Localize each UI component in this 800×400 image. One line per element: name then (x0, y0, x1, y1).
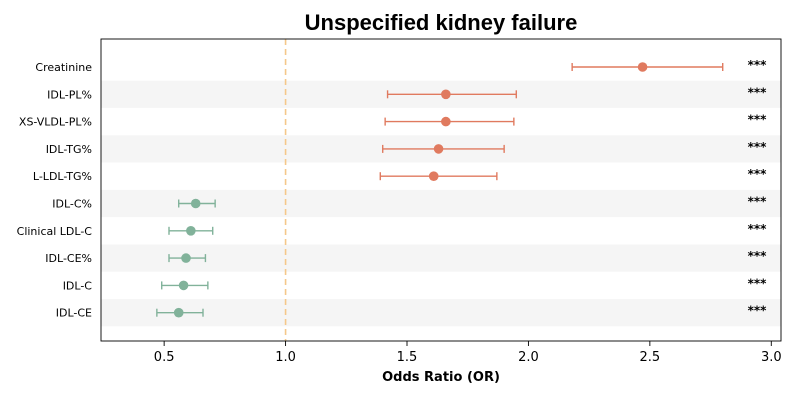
forest-row: IDL-CE% *** (45, 249, 767, 265)
row-label: XS-VLDL-PL% (19, 116, 92, 129)
rows-layer: Creatinine ***IDL-PL% ***XS-VLDL-PL% ***IDL… (17, 58, 767, 320)
odds-ratio-point (181, 253, 191, 263)
odds-ratio-point (428, 171, 439, 181)
forest-row: IDL-C% *** (52, 195, 767, 211)
forest-row: IDL-C *** (63, 276, 767, 292)
odds-ratio-point (178, 280, 189, 291)
row-label: IDL-CE% (45, 252, 92, 265)
x-axis: 0.5 1.0 1.5 2.0 2.5 3.0 (154, 341, 782, 365)
x-tick-label: 1.0 (275, 350, 296, 365)
forest-row: XS-VLDL-PL% *** (19, 113, 767, 129)
odds-ratio-point (637, 62, 648, 72)
odds-ratio-point (433, 144, 444, 154)
odds-ratio-point (173, 307, 184, 318)
significance-label: *** (748, 222, 768, 236)
odds-ratio-point (441, 89, 451, 100)
row-label: Clinical LDL-C (17, 225, 93, 238)
x-tick-label: 3.0 (761, 350, 782, 365)
odds-ratio-point (186, 226, 196, 236)
x-tick-label: 0.5 (154, 350, 175, 365)
significance-label: *** (748, 58, 768, 72)
row-label: IDL-TG% (46, 143, 92, 156)
forest-row: Creatinine *** (35, 58, 767, 74)
significance-label: *** (748, 140, 768, 154)
x-tick-label: 2.5 (640, 350, 661, 365)
forest-row: IDL-PL% *** (47, 85, 767, 101)
significance-label: *** (748, 113, 768, 127)
forest-row: IDL-TG% *** (46, 140, 767, 156)
row-shade-band (101, 299, 781, 327)
significance-label: *** (748, 85, 768, 99)
row-label: IDL-PL% (47, 88, 92, 101)
row-shade-band (101, 244, 781, 272)
row-label: Creatinine (35, 61, 92, 74)
forest-row: Clinical LDL-C *** (17, 222, 767, 238)
x-axis-label: Odds Ratio (OR) (382, 370, 500, 385)
row-label: IDL-CE (56, 307, 92, 320)
row-label: IDL-C (63, 279, 93, 292)
significance-label: *** (748, 249, 768, 263)
significance-label: *** (748, 195, 768, 209)
odds-ratio-point (441, 116, 451, 127)
odds-ratio-point (190, 198, 201, 209)
plot-frame (100, 38, 782, 342)
significance-label: *** (748, 304, 768, 318)
forest-row: IDL-CE *** (56, 304, 767, 320)
significance-label: *** (748, 276, 768, 290)
row-label: L-LDL-TG% (33, 170, 92, 183)
forest-row: L-LDL-TG% *** (33, 167, 767, 183)
x-tick-label: 2.0 (518, 350, 539, 365)
chart-title: Unspecified kidney failure (305, 10, 578, 35)
row-label: IDL-C% (52, 198, 92, 211)
x-tick-label: 1.5 (397, 350, 418, 365)
significance-label: *** (748, 167, 768, 181)
